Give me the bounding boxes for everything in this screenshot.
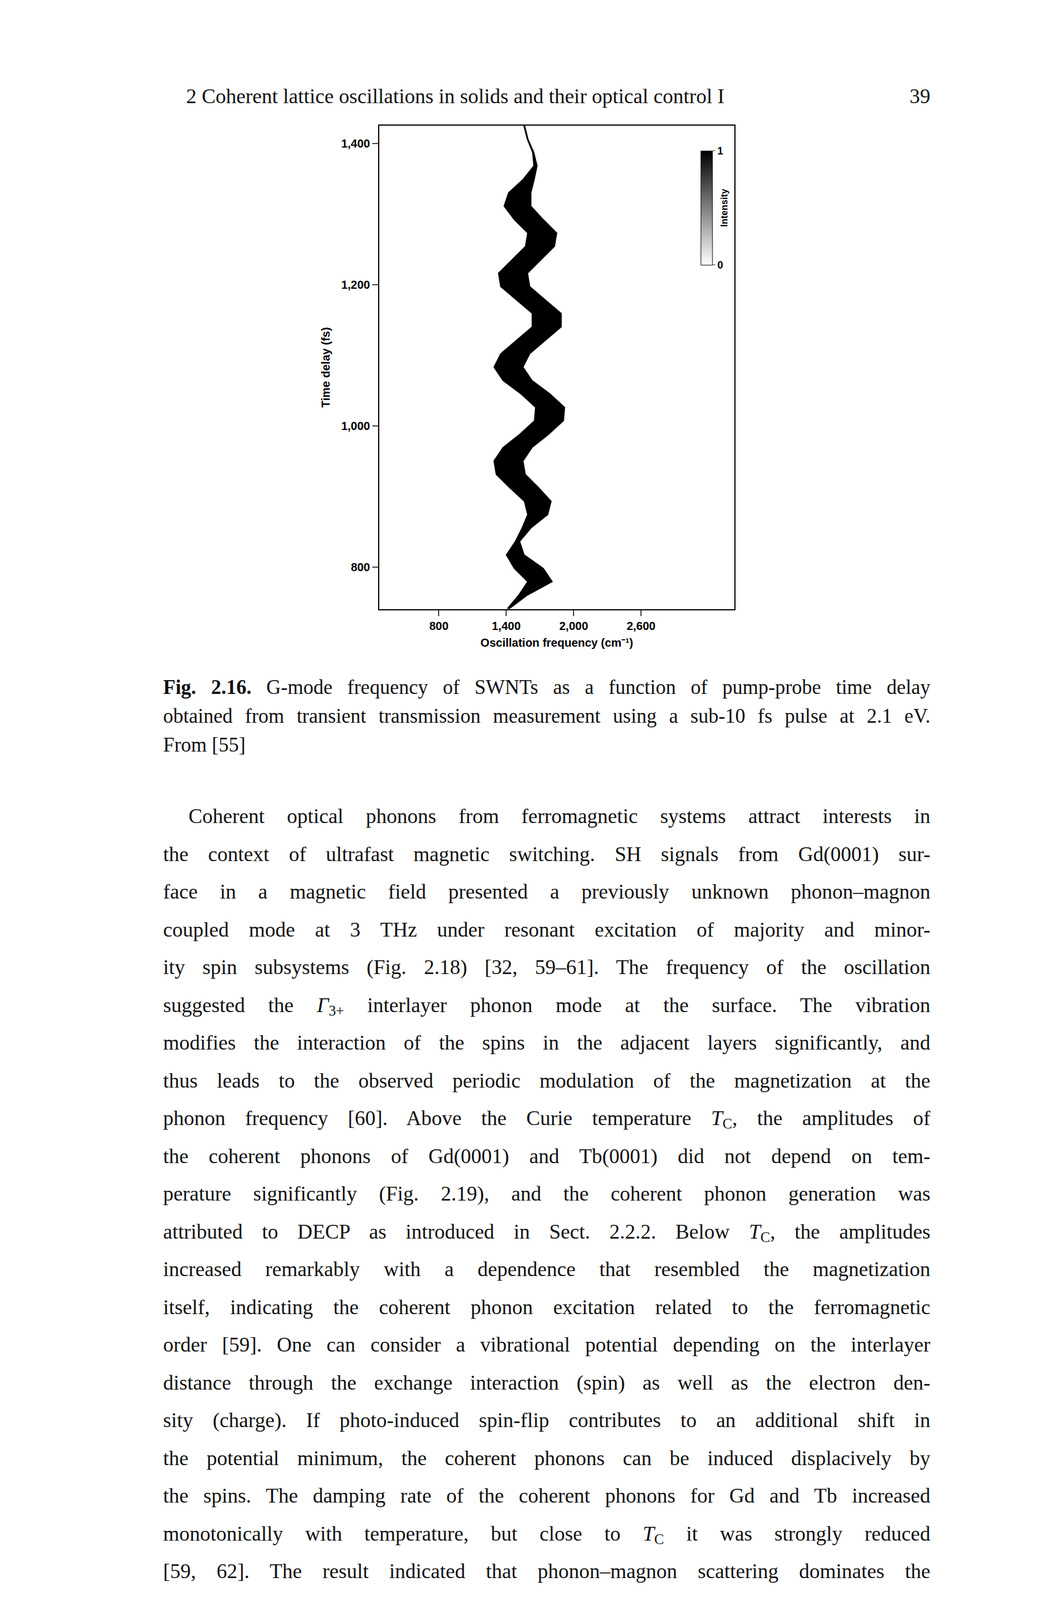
- html-text:the context of ultrafast magne: the context of ultrafast magnetic switch…: [163, 842, 931, 866]
- html-text:39: 39: [909, 84, 931, 108]
- html-text:Fig. 2.16. G-mode frequency of: Fig. 2.16. G-mode frequency of SWNTs as …: [163, 676, 931, 699]
- html-text:sity (charge). If photo-induce: sity (charge). If photo-induced spin-fli…: [163, 1408, 931, 1432]
- html-text:face in a magnetic field prese: face in a magnetic field presented a pre…: [163, 880, 931, 904]
- html-text:order [59]. One can consider a: order [59]. One can consider a vibration…: [163, 1333, 931, 1357]
- svg-text:Intensity: Intensity: [719, 189, 730, 228]
- svg-text:Oscillation frequency (cm⁻¹): Oscillation frequency (cm⁻¹): [480, 636, 634, 650]
- svg-text:0: 0: [717, 259, 724, 271]
- html-text:monotonically with temperature: monotonically with temperature, but clos…: [163, 1522, 931, 1547]
- svg-text:1,200: 1,200: [341, 278, 371, 292]
- svg-text:1,400: 1,400: [341, 137, 371, 150]
- html-text:From [55]: From [55]: [163, 733, 246, 757]
- html-text:2 Coherent lattice oscillation: 2 Coherent lattice oscillations in solid…: [186, 84, 725, 108]
- html-text:modifies the interaction of th: modifies the interaction of the spins in…: [163, 1031, 931, 1055]
- html-text:[59, 62]. The result indicated: [59, 62]. The result indicated that phon…: [163, 1559, 931, 1583]
- html-text:the spins. The damping rate of: the spins. The damping rate of the coher…: [163, 1484, 931, 1508]
- html-text:attributed to DECP as introduc: attributed to DECP as introduced in Sect…: [163, 1219, 931, 1245]
- html-text:ity spin subsystems (Fig. 2.18: ity spin subsystems (Fig. 2.18) [32, 59–…: [163, 955, 931, 979]
- svg-text:1: 1: [717, 145, 724, 157]
- html-text:thus leads to the observed per: thus leads to the observed periodic modu…: [163, 1068, 931, 1093]
- html-text:itself, indicating the coheren: itself, indicating the coherent phonon e…: [163, 1295, 931, 1319]
- html-text:the potential minimum, the coh: the potential minimum, the coherent phon…: [163, 1446, 931, 1470]
- html-text:phonon frequency [60]. Above t: phonon frequency [60]. Above the Curie t…: [163, 1106, 931, 1132]
- html-text:the coherent phonons of Gd(000: the coherent phonons of Gd(0001) and Tb(…: [163, 1144, 931, 1168]
- svg-text:2,600: 2,600: [626, 619, 656, 633]
- svg-text:Time delay (fs): Time delay (fs): [319, 327, 333, 409]
- html-text:obtained from transient transm: obtained from transient transmission mea…: [163, 704, 931, 728]
- svg-text:2,000: 2,000: [559, 619, 588, 633]
- svg-text:1,000: 1,000: [341, 419, 371, 433]
- html-text:increased remarkably with a de: increased remarkably with a dependence t…: [163, 1257, 931, 1281]
- html-text:distance through the exchange: distance through the exchange interactio…: [163, 1371, 931, 1395]
- svg-text:800: 800: [351, 560, 371, 574]
- html-text:Coherent optical phonons from: Coherent optical phonons from ferromagne…: [188, 804, 931, 828]
- html-text:perature significantly (Fig. 2: perature significantly (Fig. 2.19), and …: [163, 1182, 931, 1206]
- html-text:coupled mode at 3 THz under re: coupled mode at 3 THz under resonant exc…: [163, 917, 931, 942]
- svg-text:800: 800: [429, 619, 449, 633]
- svg-text:1,400: 1,400: [491, 619, 521, 633]
- html-text:suggested the Γ3+interlayer ph: suggested the Γ3+interlayer phonon mode …: [163, 993, 931, 1019]
